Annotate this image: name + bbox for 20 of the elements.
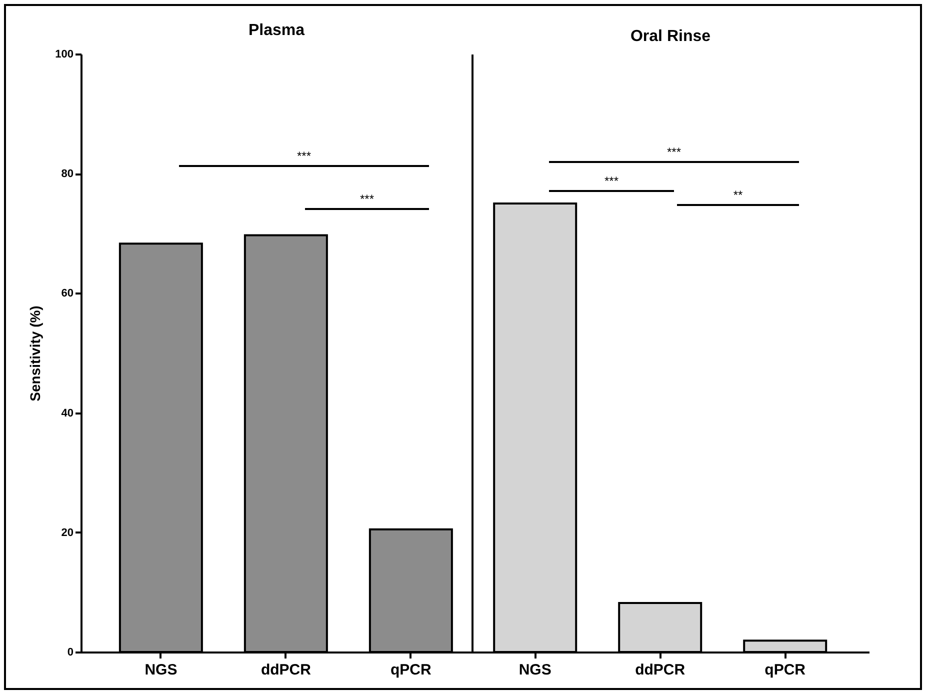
y-tick-label: 0 [67,646,74,658]
annotation: *** [604,174,619,188]
x-tick-label: ddPCR [635,662,686,678]
annotation: *** [296,149,312,163]
x-tick-label: NGS [518,662,552,678]
annotation: ** [733,188,743,202]
annotation: *** [360,192,374,206]
x-tick-label: ddPCR [260,662,312,678]
y-tick-label: 60 [61,288,74,300]
x-tick-label: qPCR [390,662,432,678]
y-axis-title: Sensitivity (%) [27,306,44,402]
y-tick-label: 40 [61,407,74,420]
y-tick-label: 80 [61,168,74,180]
y-tick-label: 100 [55,48,74,60]
chart-title: Oral Rinse [630,28,711,45]
annotation: *** [666,145,682,159]
y-tick-label: 20 [61,526,74,539]
x-tick-label: qPCR [764,662,806,678]
x-tick-label: NGS [144,662,178,678]
chart-title: Plasma [248,22,305,39]
